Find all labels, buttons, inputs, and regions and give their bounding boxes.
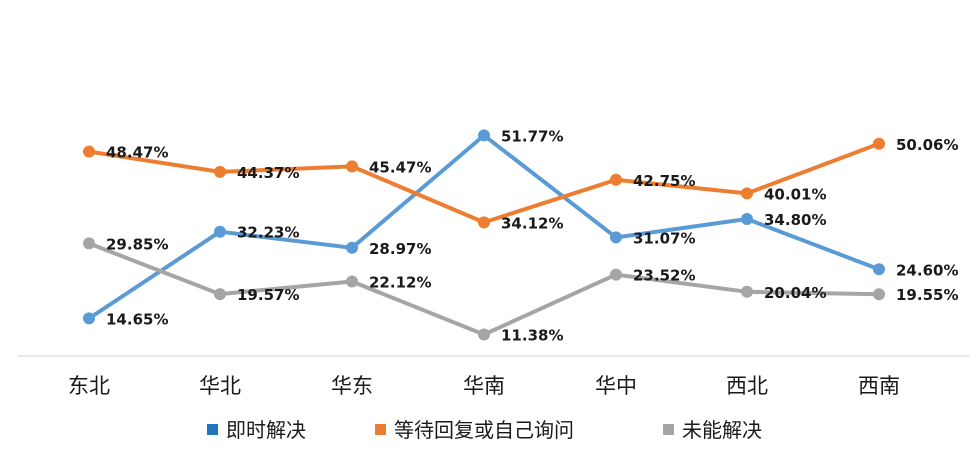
data-point (346, 160, 358, 173)
data-label: 34.12% (501, 214, 563, 232)
data-label: 40.01% (764, 185, 826, 203)
legend-item: 等待回复或自己询问 (375, 418, 574, 442)
x-tick-label: 西南 (858, 374, 900, 398)
data-point (478, 328, 490, 341)
data-label: 28.97% (369, 240, 431, 258)
series-line-1 (87, 141, 881, 225)
data-label: 50.06% (896, 136, 958, 154)
data-point (741, 187, 753, 200)
data-label: 32.23% (237, 224, 299, 242)
data-point (83, 237, 95, 250)
data-label: 24.60% (896, 261, 958, 279)
data-label: 19.57% (237, 286, 299, 304)
x-tick-label: 华北 (199, 374, 241, 398)
data-label: 34.80% (764, 211, 826, 229)
data-label: 29.85% (106, 235, 168, 253)
data-point (873, 137, 885, 150)
data-label: 48.47% (106, 144, 168, 162)
data-label: 14.65% (106, 310, 168, 328)
data-point (610, 268, 622, 281)
x-tick-label: 华南 (463, 374, 505, 398)
series-line-2 (87, 241, 881, 337)
legend-swatch (663, 424, 674, 435)
data-point (741, 285, 753, 298)
data-point (214, 225, 226, 238)
data-point (214, 165, 226, 178)
data-point (610, 173, 622, 186)
x-tick-label: 西北 (726, 374, 768, 398)
legend-item: 未能解决 (663, 418, 762, 442)
x-tick-label: 华东 (331, 374, 373, 398)
x-tick-label: 东北 (68, 374, 110, 398)
legend-swatch (375, 424, 386, 435)
data-point (214, 288, 226, 301)
legend-label: 即时解决 (226, 418, 306, 442)
data-point (873, 288, 885, 301)
data-label: 22.12% (369, 274, 431, 292)
data-point (478, 129, 490, 142)
data-point (83, 145, 95, 158)
data-label: 23.52% (633, 267, 695, 285)
data-point (83, 312, 95, 325)
data-label: 45.47% (369, 158, 431, 176)
legend-label: 未能解决 (682, 418, 762, 442)
data-point (873, 263, 885, 276)
data-label: 42.75% (633, 172, 695, 190)
data-label: 20.04% (764, 284, 826, 302)
legend-item: 即时解决 (207, 418, 306, 442)
legend-label: 等待回复或自己询问 (394, 418, 574, 442)
data-point (741, 213, 753, 225)
data-label: 31.07% (633, 229, 695, 247)
data-point (346, 241, 358, 254)
data-label: 19.55% (896, 286, 958, 304)
legend-swatch (207, 424, 218, 435)
data-point (346, 275, 358, 288)
x-tick-label: 华中 (595, 374, 637, 398)
data-label: 51.77% (501, 127, 563, 145)
data-label: 44.37% (237, 164, 299, 182)
data-label: 11.38% (501, 327, 563, 345)
data-point (610, 231, 622, 244)
data-point (478, 216, 490, 229)
